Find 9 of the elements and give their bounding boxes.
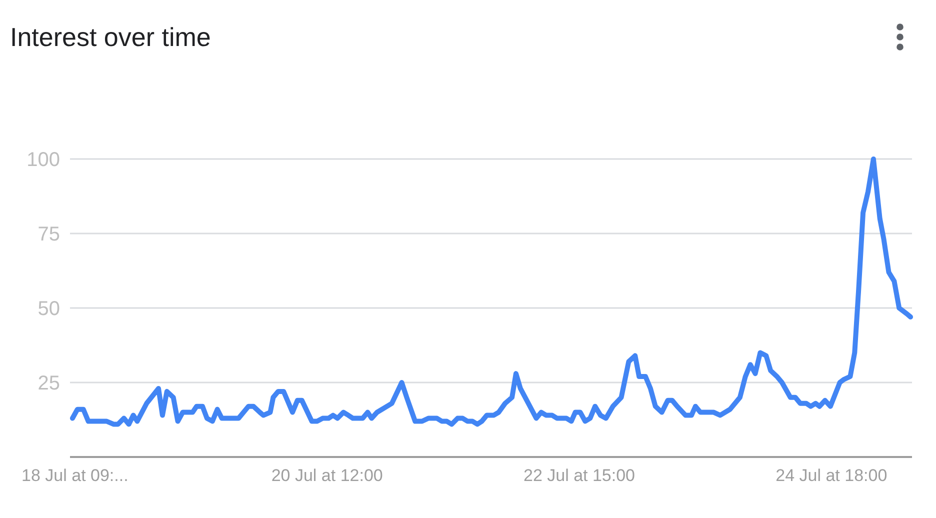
y-tick-label: 75 <box>38 224 60 246</box>
y-tick-label: 100 <box>26 149 60 171</box>
y-tick-label: 25 <box>38 372 60 394</box>
x-tick-label: 22 Jul at 15:00 <box>523 466 636 485</box>
x-tick-label: 24 Jul at 18:00 <box>776 466 888 485</box>
y-tick-label: 50 <box>38 298 60 320</box>
x-tick-label: 20 Jul at 12:00 <box>271 466 383 485</box>
chart-title: Interest over time <box>10 22 211 52</box>
x-tick-label: 18 Jul at 09:... <box>22 466 128 485</box>
